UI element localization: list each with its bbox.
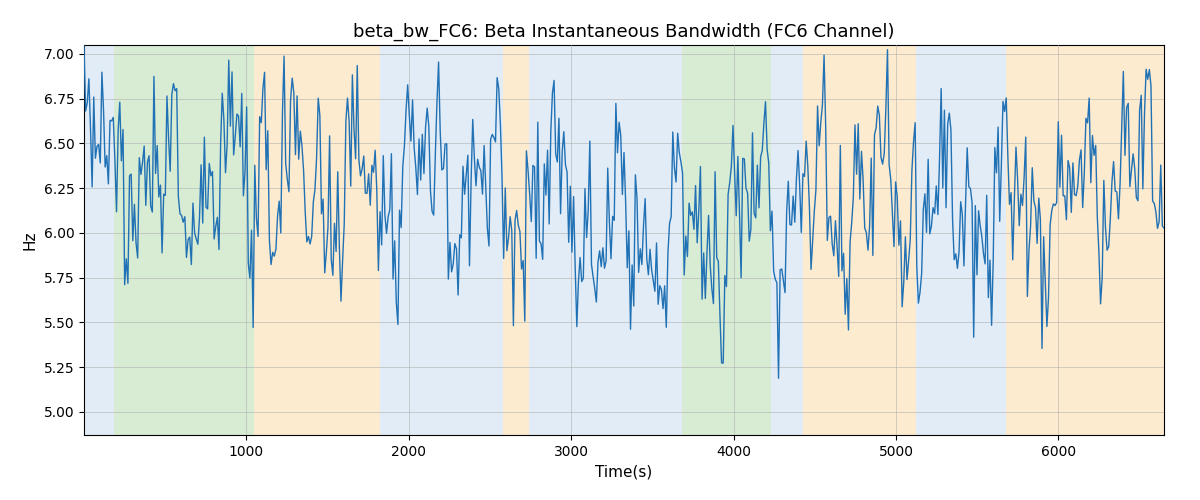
Title: beta_bw_FC6: Beta Instantaneous Bandwidth (FC6 Channel): beta_bw_FC6: Beta Instantaneous Bandwidt… <box>353 22 895 41</box>
Bar <box>770 45 804 435</box>
Bar <box>1007 45 1164 435</box>
Bar <box>379 45 503 435</box>
Bar <box>804 45 916 435</box>
Bar <box>682 45 770 435</box>
Bar <box>529 45 682 435</box>
Bar <box>84 45 114 435</box>
X-axis label: Time(s): Time(s) <box>595 464 653 479</box>
Y-axis label: Hz: Hz <box>23 230 38 250</box>
Bar <box>253 45 379 435</box>
Bar <box>916 45 1007 435</box>
Bar <box>503 45 529 435</box>
Bar <box>114 45 253 435</box>
